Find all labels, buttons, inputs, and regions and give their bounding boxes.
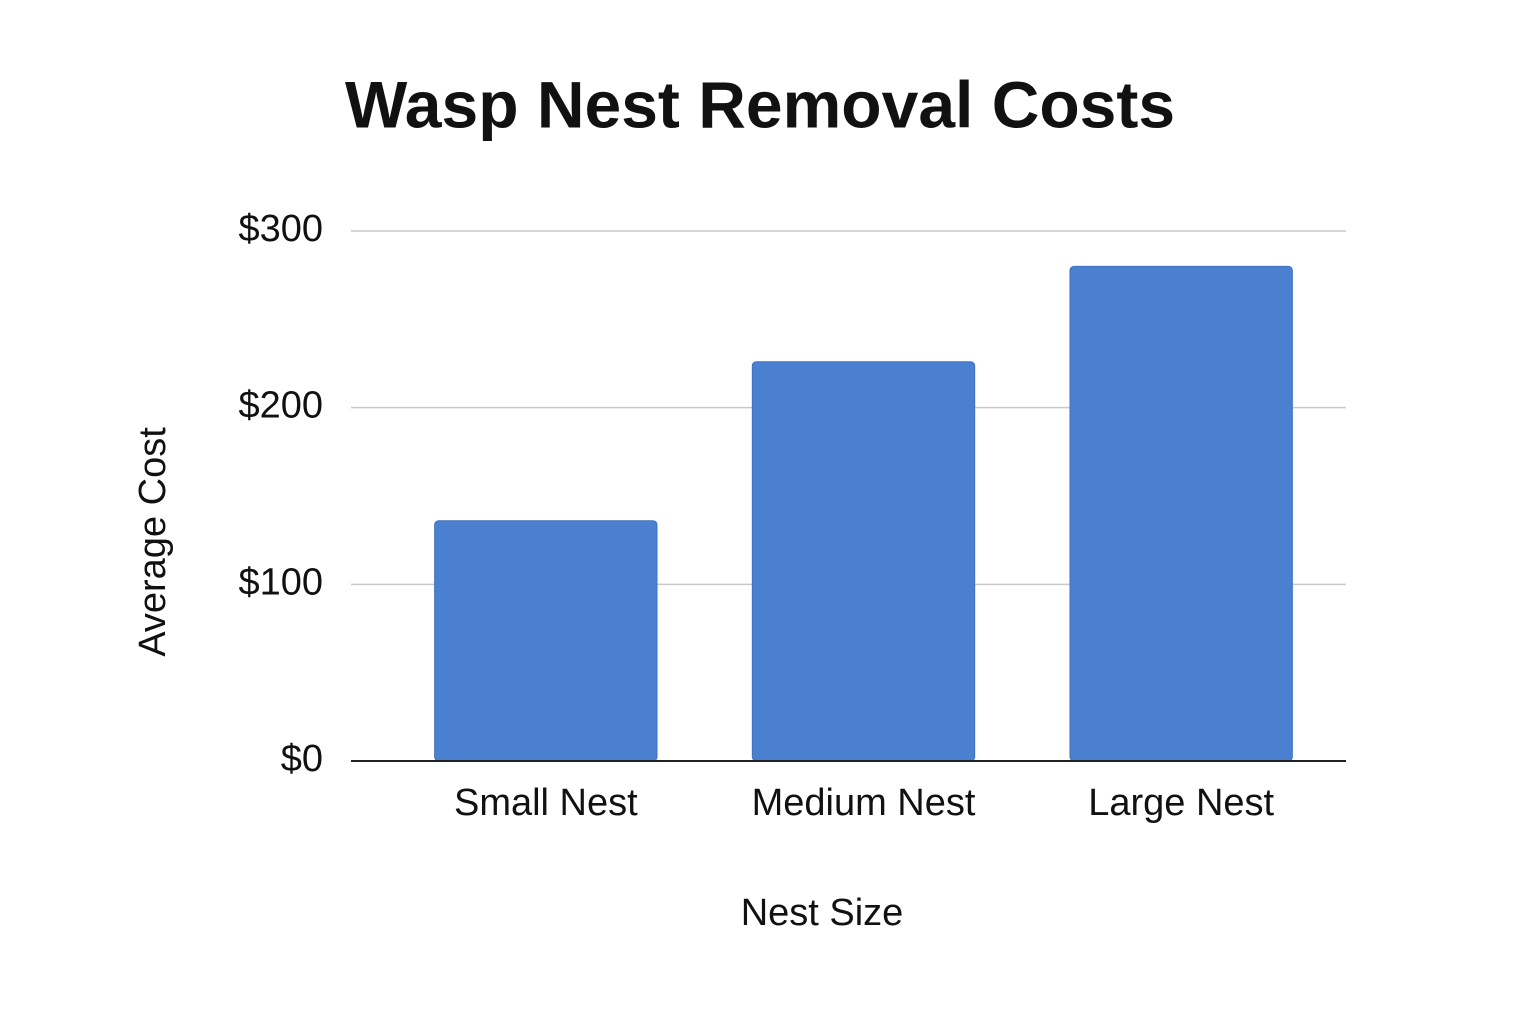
chart-title: Wasp Nest Removal Costs [345, 67, 1175, 141]
y-tick-label: $0 [281, 738, 323, 780]
bar [751, 361, 976, 762]
bar [1069, 265, 1293, 762]
x-tick-label: Small Nest [454, 782, 638, 824]
bar [434, 520, 658, 762]
x-axis-label: Nest Size [741, 892, 904, 934]
x-tick-label: Large Nest [1088, 782, 1274, 824]
x-tick-label: Medium Nest [752, 782, 976, 824]
y-tick-label: $100 [238, 561, 323, 603]
y-tick-label: $300 [238, 208, 323, 250]
y-axis-label: Average Cost [132, 427, 174, 657]
y-tick-label: $200 [238, 385, 323, 427]
